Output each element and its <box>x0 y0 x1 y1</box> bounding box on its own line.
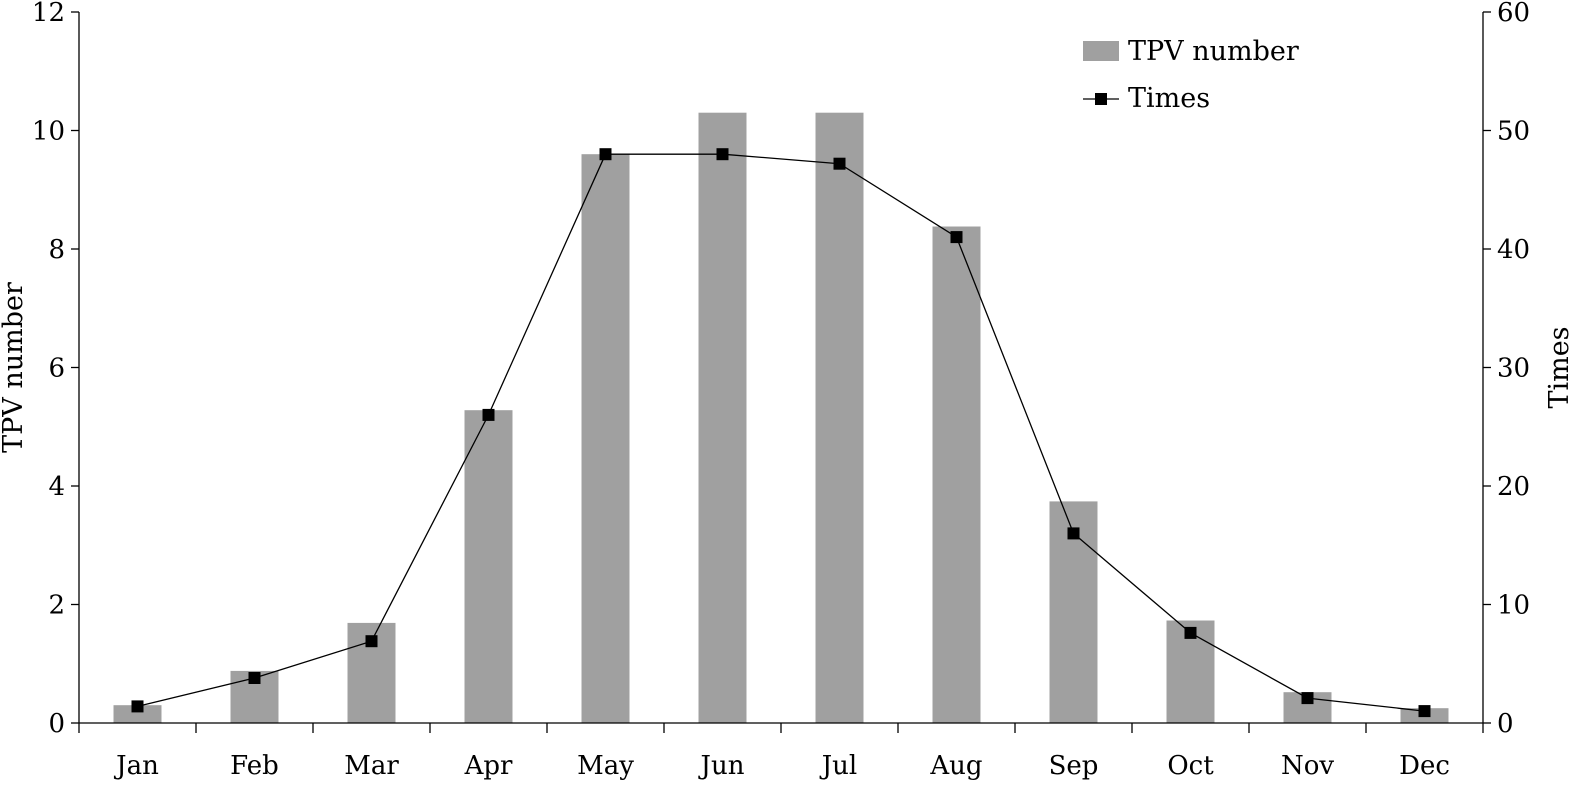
legend-swatch-tpv <box>1083 41 1119 61</box>
x-tick-label-may: May <box>577 751 634 781</box>
times-point-mar <box>365 635 378 648</box>
x-tick-label-sep: Sep <box>1049 751 1099 781</box>
y-right-tick-label-50: 50 <box>1497 117 1530 147</box>
bar-apr <box>464 410 513 723</box>
x-tick-label-aug: Aug <box>929 751 982 781</box>
y-left-tick-label-4: 4 <box>48 472 65 502</box>
times-point-apr <box>482 408 495 421</box>
x-tick-label-nov: Nov <box>1281 751 1334 781</box>
bars-layer <box>113 112 1449 723</box>
y-left-tick-label-6: 6 <box>48 354 65 384</box>
times-point-jan <box>131 700 144 713</box>
x-tick-label-jun: Jun <box>698 751 745 781</box>
times-point-feb <box>248 672 261 684</box>
x-tick-label-mar: Mar <box>344 751 399 781</box>
times-point-sep <box>1067 527 1080 540</box>
y-right-tick-label-10: 10 <box>1497 591 1530 621</box>
y-left-tick-label-0: 0 <box>48 709 65 739</box>
y-right-tick-label-0: 0 <box>1497 709 1514 739</box>
y-right-tick-label-30: 30 <box>1497 354 1530 384</box>
legend-marker-times <box>1095 93 1107 105</box>
bar-jul <box>815 112 864 723</box>
times-point-jun <box>716 148 729 161</box>
times-point-aug <box>950 231 963 244</box>
bar-jun <box>698 112 747 723</box>
bar-jan <box>113 705 162 723</box>
times-point-jul <box>833 157 846 170</box>
x-tick-label-oct: Oct <box>1167 751 1214 781</box>
x-tick-label-jan: Jan <box>113 751 159 781</box>
bar-may <box>581 154 630 723</box>
x-tick-label-feb: Feb <box>230 751 279 781</box>
y-right-tick-label-40: 40 <box>1497 235 1530 265</box>
times-series-line <box>137 153 1425 712</box>
times-point-nov <box>1301 692 1314 705</box>
y-right-tick-label-60: 60 <box>1497 0 1530 28</box>
y-left-tick-label-10: 10 <box>32 117 65 147</box>
times-point-dec <box>1418 705 1431 718</box>
legend-label-times: Times <box>1128 83 1210 114</box>
y-right-tick-label-20: 20 <box>1497 472 1530 502</box>
x-tick-label-dec: Dec <box>1399 751 1450 781</box>
y-left-tick-label-12: 12 <box>32 0 65 28</box>
times-point-may <box>599 148 612 161</box>
x-tick-label-apr: Apr <box>464 751 513 781</box>
line-layer <box>131 148 1431 718</box>
times-point-oct <box>1184 626 1197 639</box>
bar-aug <box>932 226 981 723</box>
y-left-tick-label-2: 2 <box>48 591 65 621</box>
legend-label-tpv: TPV number <box>1128 36 1299 67</box>
x-tick-label-jul: Jul <box>819 751 857 781</box>
y-left-tick-label-8: 8 <box>48 235 65 265</box>
y-axis-left-title: TPV number <box>0 282 29 453</box>
y-axis-right-title: Times <box>1544 326 1575 408</box>
legend: TPV number Times <box>1083 36 1299 114</box>
